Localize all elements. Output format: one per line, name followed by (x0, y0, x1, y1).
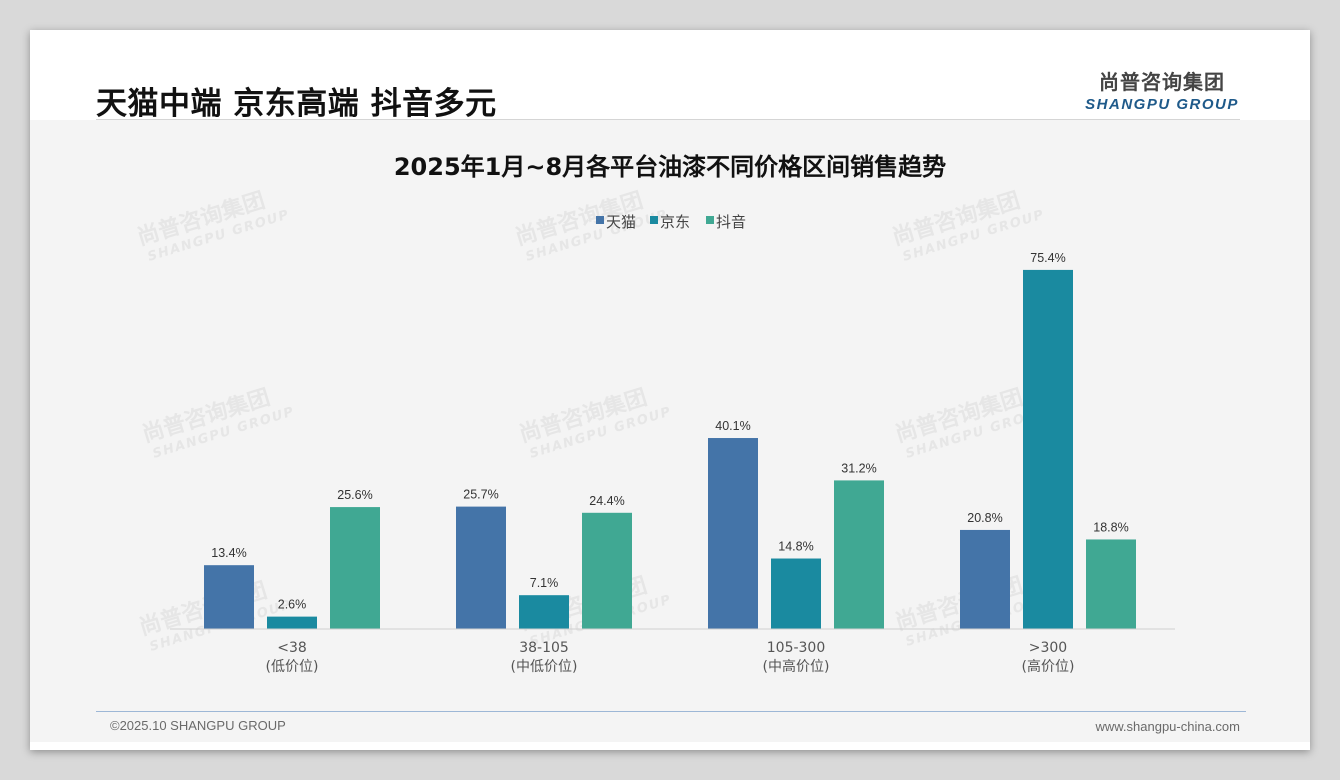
chart-title: 2025年1月~8月各平台油漆不同价格区间销售趋势 (394, 153, 946, 181)
data-label-douyin-1: 24.4% (589, 494, 624, 508)
x-tick-sublabel: (中高价位) (763, 658, 830, 675)
bar-jd-0 (267, 616, 317, 629)
data-label-tmall-3: 20.8% (967, 511, 1002, 525)
logo-english-text: SHANGPU GROUP (1085, 96, 1239, 113)
bar-marks: 13.4% 2.6% 25.6% 25.7% 7.1% 24.4% 40.1% 14.8% 31… (204, 251, 1136, 629)
data-label-douyin-0: 25.6% (337, 488, 372, 502)
x-tick-label: 38-105 (519, 640, 569, 656)
data-label-jd-0: 2.6% (278, 598, 307, 612)
bar-tmall-3 (960, 529, 1010, 629)
bar-douyin-2 (834, 480, 884, 629)
legend-label-tmall: 天猫 (606, 213, 636, 231)
legend-swatch-tmall (596, 216, 604, 224)
data-label-tmall-0: 13.4% (211, 546, 246, 560)
chart-panel (30, 120, 1310, 742)
x-axis-ticks: <38 (低价位) 38-105 (中低价位) 105-300 (中高价位) >300 (高价… (266, 640, 1075, 675)
data-label-jd-3: 75.4% (1030, 251, 1065, 265)
x-tick-label: 105-300 (767, 640, 826, 656)
data-label-tmall-2: 40.1% (715, 419, 750, 433)
x-tick-sublabel: (低价位) (266, 659, 319, 675)
legend-swatch-douyin (706, 216, 714, 224)
bar-jd-3 (1023, 269, 1073, 629)
bar-tmall-0 (204, 565, 254, 629)
data-label-jd-1: 7.1% (530, 576, 559, 590)
company-logo: 尚普咨询集团 SHANGPU GROUP (1082, 66, 1242, 113)
bar-jd-2 (771, 558, 821, 629)
bar-douyin-3 (1086, 539, 1136, 629)
data-label-tmall-1: 25.7% (463, 488, 498, 502)
chart-legend: 天猫 京东 抖音 (596, 213, 746, 231)
legend-label-jd: 京东 (660, 213, 690, 231)
website-url: www.shangpu-china.com (1095, 719, 1240, 734)
x-tick-sublabel: (高价位) (1022, 658, 1075, 675)
bar-tmall-2 (708, 438, 758, 629)
x-tick-label: <38 (277, 640, 307, 656)
x-tick-sublabel: (中低价位) (511, 659, 578, 675)
slide: 天猫中端 京东高端 抖音多元 尚普咨询集团 SHANGPU GROUP 尚普咨询… (30, 30, 1310, 750)
logo-chinese-text: 尚普咨询集团 (1099, 70, 1225, 94)
bar-jd-1 (519, 595, 569, 629)
legend-label-douyin: 抖音 (716, 213, 746, 231)
data-label-jd-2: 14.8% (778, 540, 813, 554)
bar-douyin-0 (330, 507, 380, 629)
legend-swatch-jd (650, 216, 658, 224)
x-tick-label: >300 (1029, 640, 1067, 656)
footer-divider (96, 711, 1246, 712)
data-label-douyin-2: 31.2% (841, 461, 876, 475)
page-headline: 天猫中端 京东高端 抖音多元 (96, 86, 497, 122)
header-divider (96, 119, 1240, 120)
bar-tmall-1 (456, 506, 506, 629)
data-label-douyin-3: 18.8% (1093, 520, 1128, 534)
bar-douyin-1 (582, 512, 632, 629)
copyright-text: ©2025.10 SHANGPU GROUP (110, 718, 286, 733)
